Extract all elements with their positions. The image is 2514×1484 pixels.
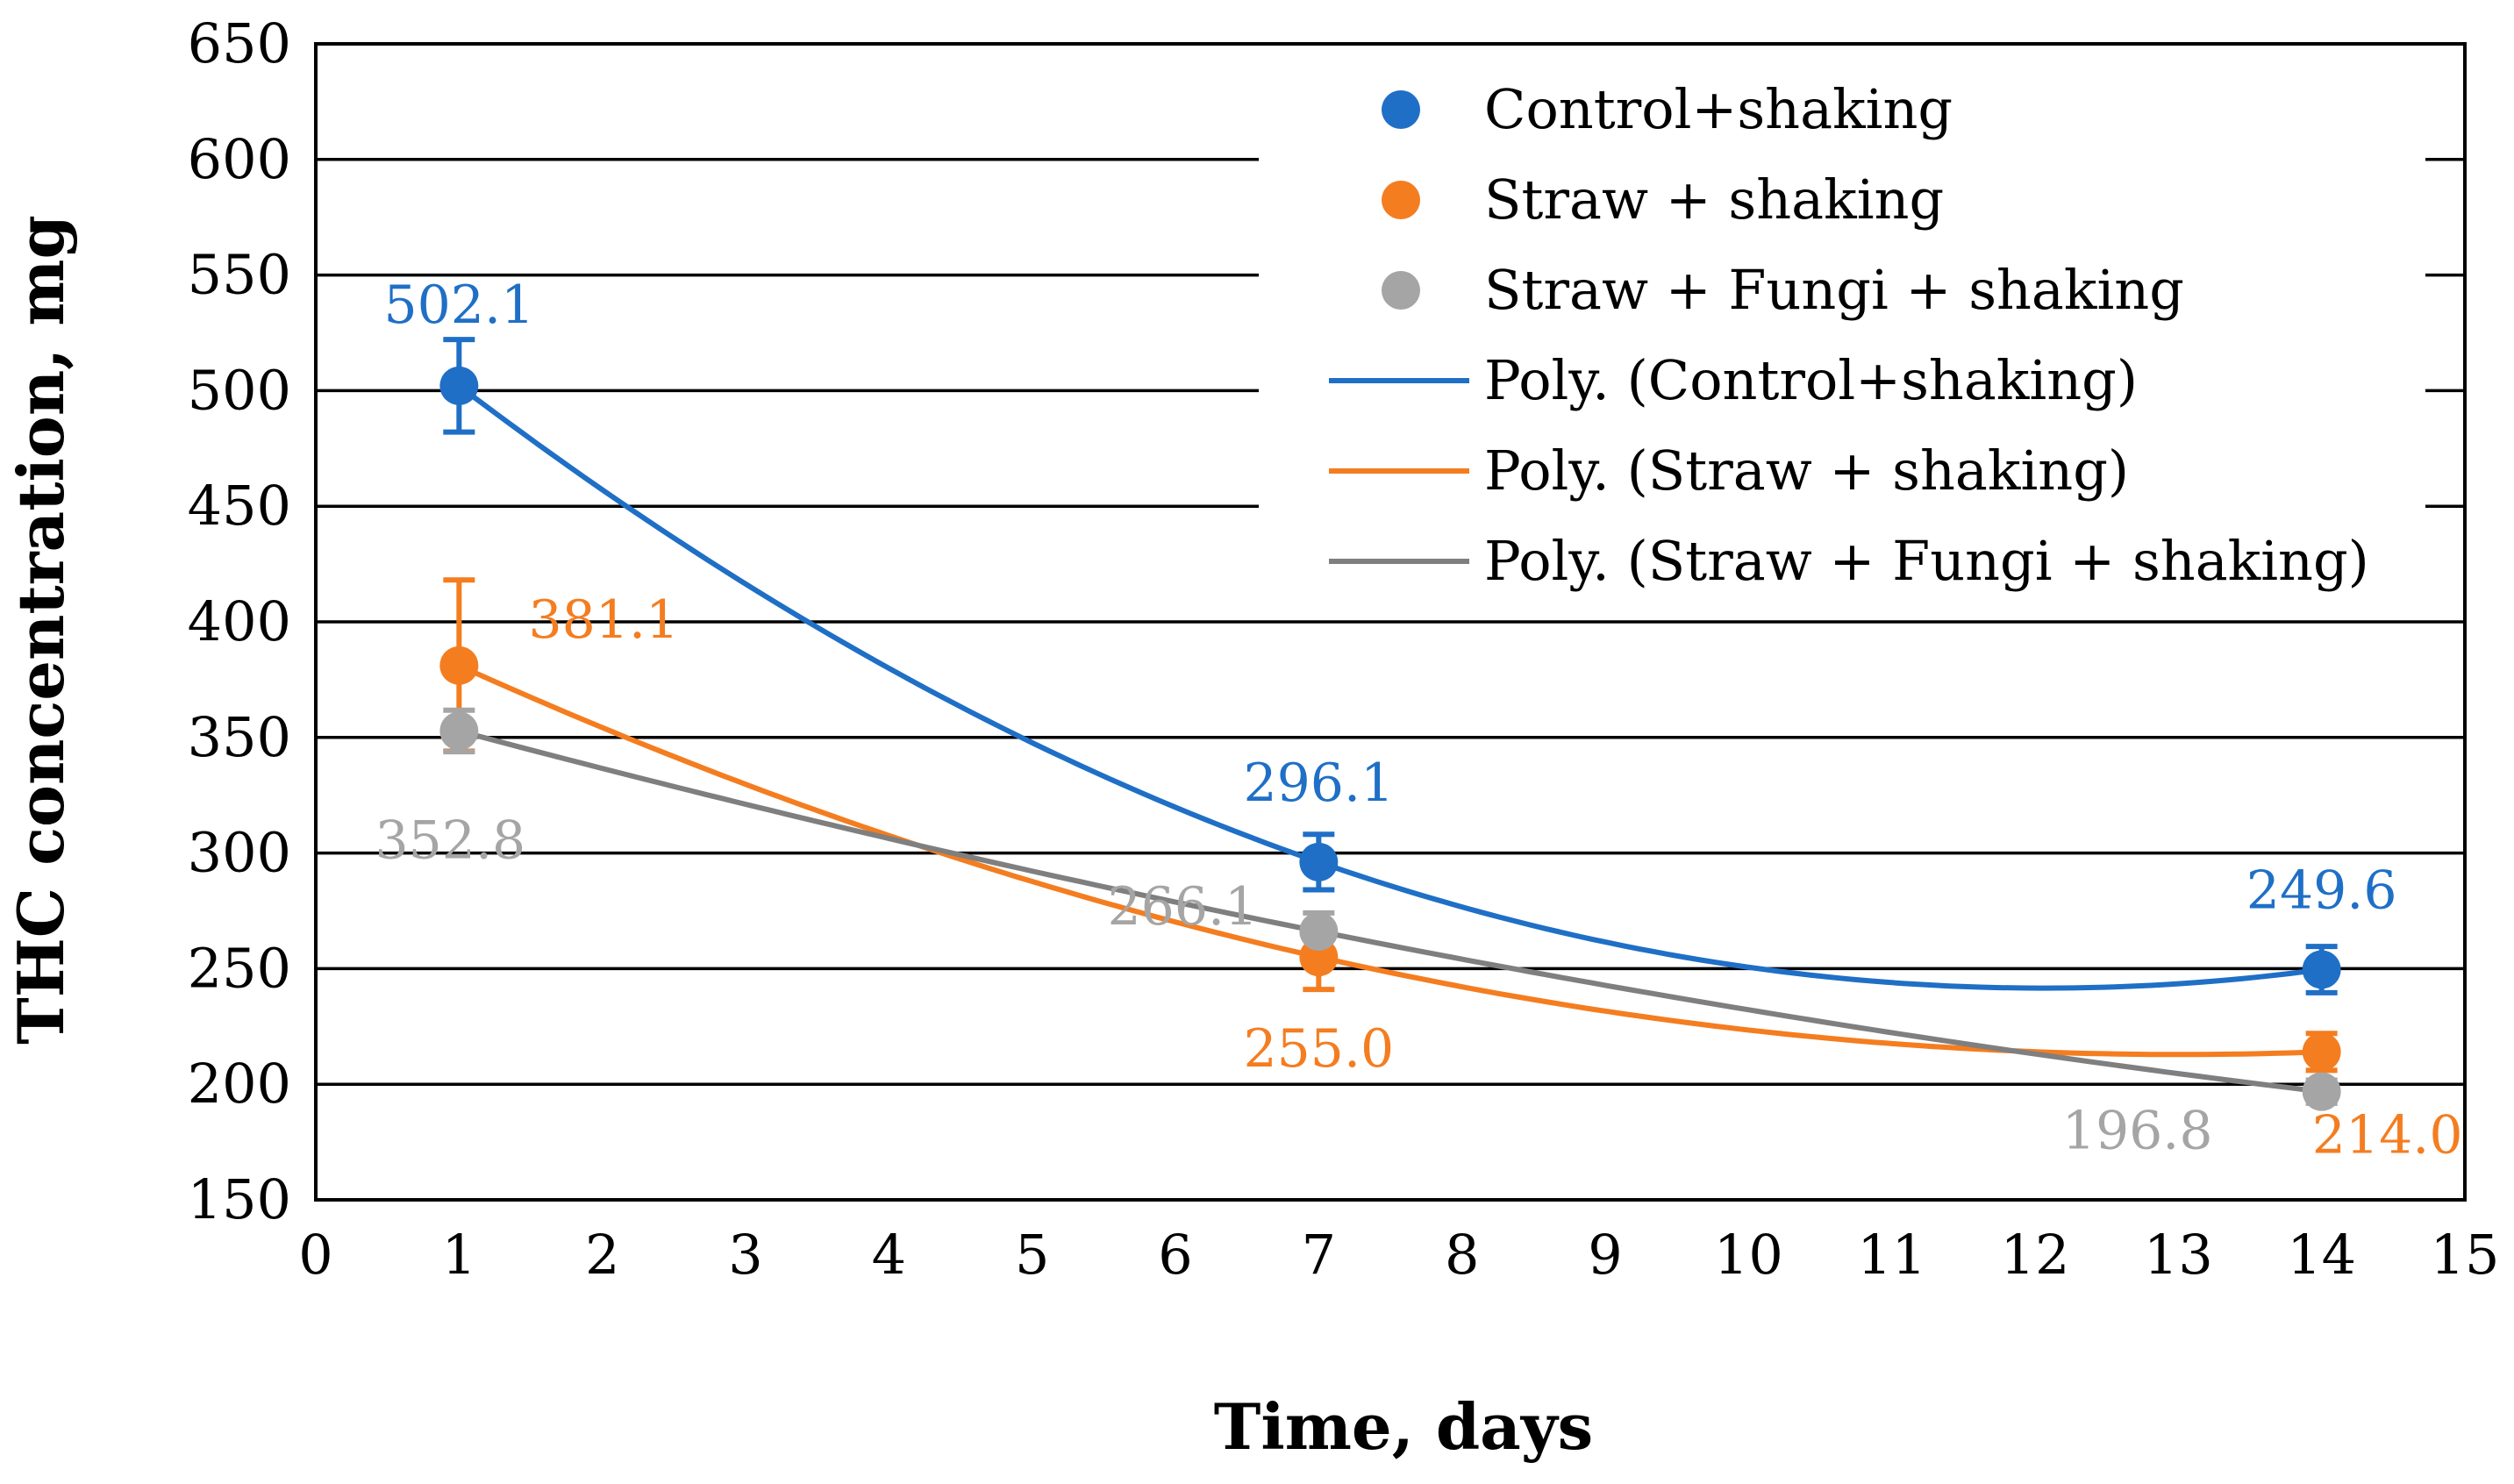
y-tick-label: 150 bbox=[188, 1167, 291, 1231]
data-point bbox=[2302, 1032, 2341, 1072]
legend-marker bbox=[1382, 181, 1420, 219]
x-axis-ticks: 0 1 2 3 4 5 6 7 8 9 10 11 12 13 14 15 bbox=[298, 1223, 2499, 1287]
x-tick-label: 15 bbox=[2431, 1223, 2500, 1287]
x-tick-label: 14 bbox=[2287, 1223, 2356, 1287]
data-label: 249.6 bbox=[2246, 860, 2397, 921]
y-tick-label: 450 bbox=[188, 474, 291, 538]
x-tick-label: 9 bbox=[1588, 1223, 1622, 1287]
data-point bbox=[439, 711, 479, 751]
x-tick-label: 11 bbox=[1857, 1223, 1926, 1287]
x-tick-label: 7 bbox=[1302, 1223, 1336, 1287]
x-tick-label: 5 bbox=[1015, 1223, 1049, 1287]
y-tick-label: 300 bbox=[188, 821, 291, 885]
legend: Control+shaking Straw + shaking Straw + Fu… bbox=[1259, 70, 2425, 614]
y-tick-label: 200 bbox=[188, 1052, 291, 1116]
data-point bbox=[439, 646, 479, 685]
x-tick-label: 0 bbox=[298, 1223, 332, 1287]
x-tick-label: 4 bbox=[872, 1223, 906, 1287]
legend-label: Poly. (Straw + shaking) bbox=[1484, 439, 2129, 503]
y-tick-label: 550 bbox=[188, 243, 291, 307]
x-tick-label: 2 bbox=[585, 1223, 619, 1287]
data-label: 255.0 bbox=[1243, 1018, 1394, 1080]
y-tick-label: 250 bbox=[188, 936, 291, 1000]
trend-line-1 bbox=[457, 383, 2323, 991]
legend-label: Straw + Fungi + shaking bbox=[1484, 258, 2184, 322]
data-point bbox=[2302, 950, 2341, 989]
x-tick-label: 6 bbox=[1158, 1223, 1192, 1287]
x-axis-title: Time, days bbox=[1214, 1389, 1593, 1464]
data-point bbox=[439, 366, 479, 405]
data-label: 266.1 bbox=[1107, 876, 1258, 938]
x-tick-label: 3 bbox=[728, 1223, 762, 1287]
x-tick-label: 12 bbox=[2001, 1223, 2070, 1287]
data-point bbox=[2302, 1072, 2341, 1111]
legend-marker bbox=[1382, 90, 1420, 129]
data-label: 296.1 bbox=[1243, 753, 1394, 814]
legend-label: Poly. (Control+shaking) bbox=[1484, 348, 2138, 412]
trend-lines bbox=[457, 383, 2323, 1095]
data-point bbox=[1299, 842, 1339, 881]
y-axis-ticks: 150 200 250 300 350 400 450 500 550 600 650 bbox=[188, 11, 291, 1231]
data-label: 196.8 bbox=[2062, 1101, 2213, 1162]
x-tick-label: 13 bbox=[2144, 1223, 2213, 1287]
y-axis-title: THC concentration, mg bbox=[4, 215, 78, 1045]
legend-label: Control+shaking bbox=[1484, 77, 1953, 141]
plot-area-frame bbox=[314, 42, 2467, 1202]
legend-label: Straw + shaking bbox=[1484, 168, 1944, 232]
trend-line-3 bbox=[458, 728, 2323, 1095]
legend-marker bbox=[1382, 271, 1420, 310]
x-tick-label: 1 bbox=[442, 1223, 476, 1287]
data-labels: 502.1 296.1 249.6 381.1 255.0 214.0 352.8 266.1… bbox=[375, 275, 2462, 1166]
y-tick-label: 400 bbox=[188, 589, 291, 653]
data-label: 502.1 bbox=[383, 275, 534, 336]
data-label: 214.0 bbox=[2312, 1104, 2463, 1166]
legend-background bbox=[1259, 70, 2425, 614]
x-tick-label: 8 bbox=[1445, 1223, 1479, 1287]
x-tick-label: 10 bbox=[1714, 1223, 1783, 1287]
legend-label: Poly. (Straw + Fungi + shaking) bbox=[1484, 529, 2369, 593]
data-points bbox=[439, 366, 2341, 1111]
y-tick-label: 500 bbox=[188, 358, 291, 422]
y-tick-label: 350 bbox=[188, 705, 291, 769]
y-tick-label: 600 bbox=[188, 127, 291, 191]
y-tick-label: 650 bbox=[188, 11, 291, 75]
data-label: 381.1 bbox=[528, 589, 679, 651]
data-label: 352.8 bbox=[375, 810, 525, 871]
data-point bbox=[1299, 911, 1339, 951]
